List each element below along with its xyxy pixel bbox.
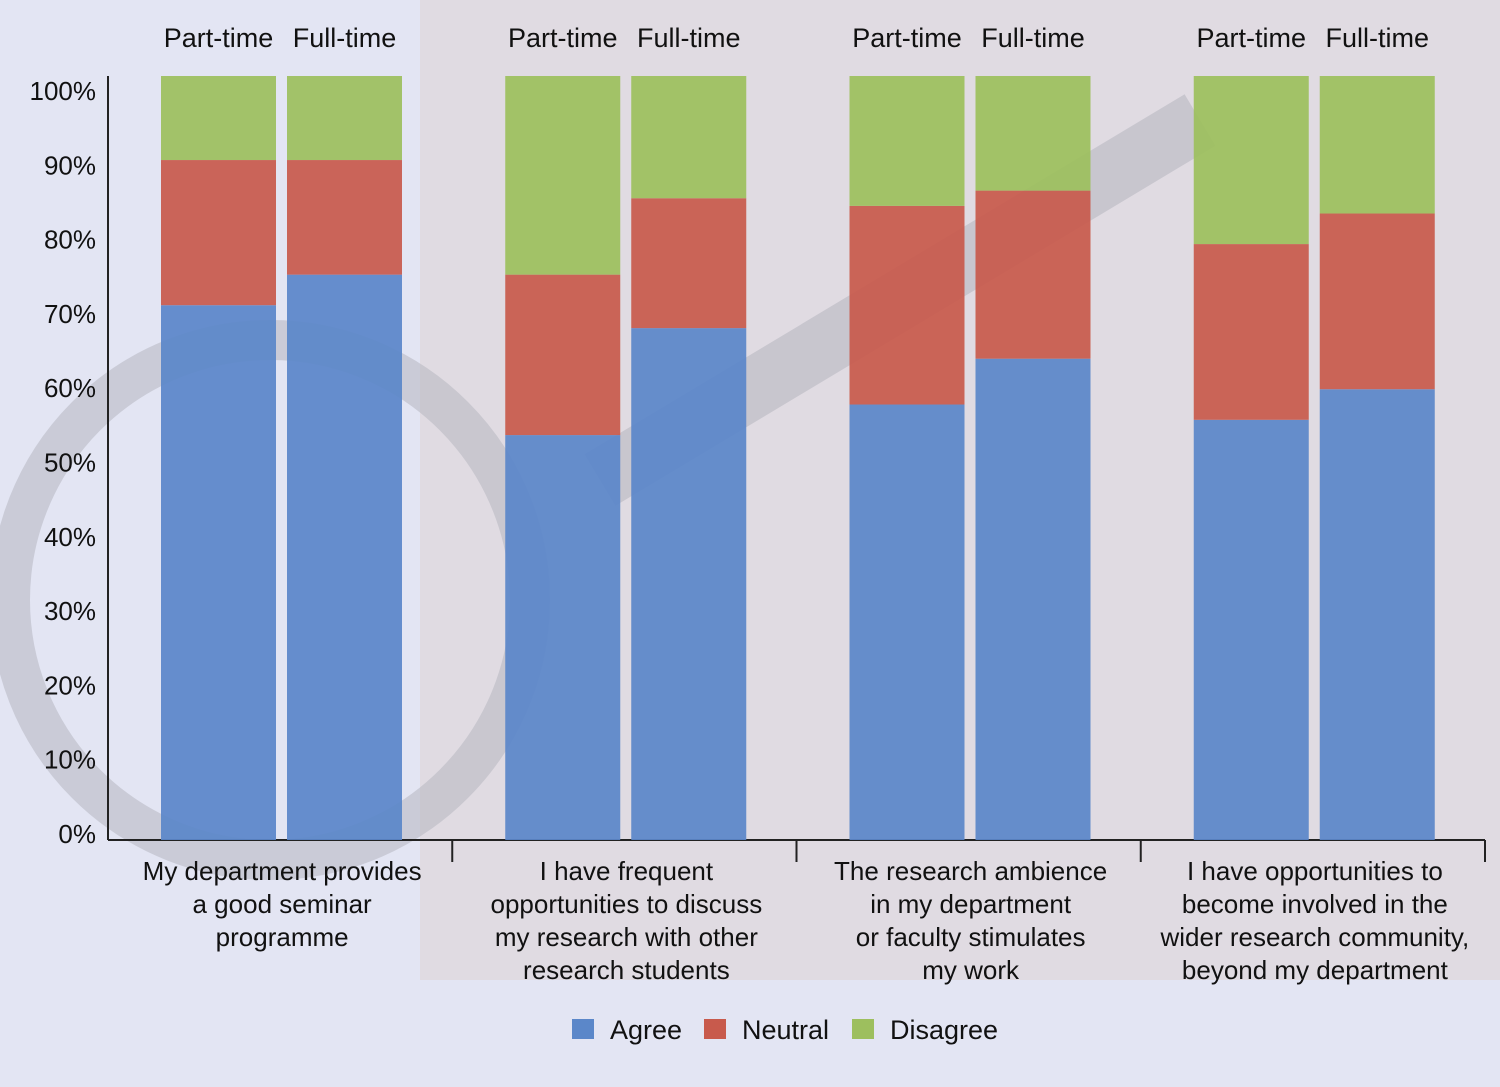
- bar-label: Part-time: [852, 23, 962, 53]
- y-tick-label: 30%: [44, 596, 96, 626]
- category-label: programme: [216, 922, 349, 952]
- bar-agree: [849, 404, 965, 840]
- category-label: I have opportunities to: [1187, 856, 1443, 886]
- bar-agree: [975, 358, 1091, 840]
- bar-label: Full-time: [637, 23, 741, 53]
- bar-agree: [1193, 419, 1309, 840]
- bar-agree: [505, 435, 621, 840]
- bar-label: Full-time: [1325, 23, 1429, 53]
- category-label: My department provides: [143, 856, 422, 886]
- legend-swatch-agree: [572, 1019, 594, 1039]
- bar-label: Part-time: [508, 23, 618, 53]
- bar-label: Part-time: [1196, 23, 1306, 53]
- category-label: beyond my department: [1182, 955, 1449, 985]
- bar-neutral: [161, 160, 276, 306]
- category-label: in my department: [870, 889, 1072, 919]
- bar-agree: [287, 274, 402, 840]
- bar-neutral: [287, 160, 402, 275]
- bar-agree: [631, 328, 747, 840]
- bar-disagree: [849, 76, 965, 206]
- y-tick-label: 20%: [44, 670, 96, 700]
- legend-swatch-neutral: [704, 1019, 726, 1039]
- category-label: The research ambience: [834, 856, 1107, 886]
- bar-neutral: [1193, 244, 1309, 420]
- category-label: my research with other: [495, 922, 758, 952]
- bar-agree: [1319, 389, 1435, 840]
- bar-neutral: [631, 198, 747, 329]
- bar-disagree: [1193, 76, 1309, 245]
- category-label: wider research community,: [1160, 922, 1470, 952]
- category-label: my work: [922, 955, 1020, 985]
- y-tick-label: 10%: [44, 745, 96, 775]
- y-tick-label: 90%: [44, 150, 96, 180]
- bar-label: Full-time: [981, 23, 1085, 53]
- category-label: opportunities to discuss: [491, 889, 763, 919]
- bars: [161, 76, 1435, 840]
- legend-label: Neutral: [742, 1015, 829, 1045]
- legend: Agree Neutral Disagree: [572, 1015, 998, 1045]
- bar-disagree: [631, 76, 747, 199]
- labels: Part-time Full-time My department provides…: [143, 23, 1470, 985]
- y-tick-label: 60%: [44, 373, 96, 403]
- bar-neutral: [1319, 213, 1435, 390]
- legend-swatch-disagree: [852, 1019, 874, 1039]
- bar-label: Full-time: [293, 23, 397, 53]
- legend-label: Disagree: [890, 1015, 998, 1045]
- bar-disagree: [1319, 76, 1435, 214]
- bar-neutral: [975, 190, 1091, 359]
- bar-disagree: [975, 76, 1091, 191]
- legend-label: Agree: [610, 1015, 682, 1045]
- y-tick-label: 40%: [44, 522, 96, 552]
- category-label: become involved in the: [1182, 889, 1448, 919]
- category-label: I have frequent: [540, 856, 714, 886]
- bar-label: Part-time: [164, 23, 274, 53]
- y-tick-label: 0%: [58, 819, 96, 849]
- bar-neutral: [505, 274, 621, 436]
- category-label: or faculty stimulates: [856, 922, 1086, 952]
- bar-agree: [161, 305, 276, 840]
- bar-disagree: [505, 76, 621, 275]
- y-tick-label: 70%: [44, 299, 96, 329]
- bar-disagree: [287, 76, 402, 161]
- y-tick-label: 80%: [44, 225, 96, 255]
- category-label: research students: [523, 955, 730, 985]
- y-tick-label: 100%: [30, 76, 97, 106]
- bar-disagree: [161, 76, 276, 161]
- axes: 0% 10% 20% 30% 40% 50% 60% 70% 80% 90% 100%: [30, 76, 1486, 862]
- y-tick-label: 50%: [44, 448, 96, 478]
- bar-neutral: [849, 205, 965, 405]
- category-label: a good seminar: [193, 889, 373, 919]
